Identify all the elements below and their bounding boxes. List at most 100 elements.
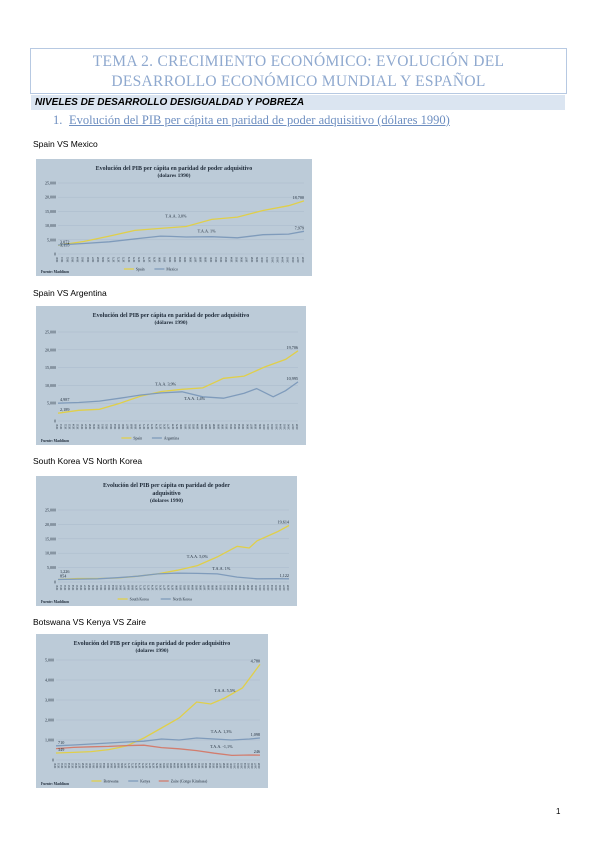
x-tick-label: 1960 (96, 584, 99, 590)
x-tick-label: 1966 (120, 584, 123, 590)
series-line-1 (55, 737, 261, 747)
legend-label: Argentina (164, 437, 179, 441)
x-tick-label: 1963 (100, 762, 103, 768)
x-tick-label: 1985 (201, 423, 204, 429)
legend-label: Botswana (103, 780, 118, 784)
x-tick-label: 1978 (152, 762, 155, 768)
x-tick-label: 1952 (61, 762, 64, 768)
x-tick-label: 2005 (275, 584, 278, 590)
x-tick-label: 1962 (66, 256, 69, 262)
x-tick-label: 2003 (276, 256, 279, 262)
x-tick-label: 1966 (122, 423, 125, 429)
x-tick-label: 1993 (205, 762, 208, 768)
x-tick-label: 1973 (151, 423, 154, 429)
x-tick-label: 1995 (235, 584, 238, 590)
x-tick-label: 1979 (153, 256, 156, 262)
x-tick-label: 1981 (164, 256, 167, 262)
x-tick-label: 1974 (138, 762, 141, 768)
x-tick-label: 1982 (188, 423, 191, 429)
x-tick-label: 2001 (233, 762, 236, 768)
x-tick-label: 1971 (140, 584, 143, 590)
x-tick-label: 1951 (58, 762, 61, 768)
x-tick-label: 2001 (259, 584, 262, 590)
x-tick-label: 1990 (195, 762, 198, 768)
data-label: 19,614 (277, 520, 289, 526)
series-line-0 (57, 350, 299, 414)
x-tick-label: 1995 (235, 256, 238, 262)
series-line-1 (57, 572, 290, 581)
series-line-2 (55, 744, 261, 757)
x-tick-label: 1999 (256, 256, 259, 262)
x-tick-label: 1998 (255, 423, 258, 429)
x-tick-label: 1976 (160, 584, 163, 590)
data-label: 4,987 (60, 397, 69, 403)
x-tick-label: 1964 (103, 762, 106, 768)
x-tick-label: 1972 (118, 256, 121, 262)
chart-subtitle: (dolares 1990) (157, 172, 190, 179)
y-tick-label: 25,000 (45, 508, 56, 514)
x-tick-label: 1979 (176, 423, 179, 429)
x-tick-label: 1983 (174, 256, 177, 262)
x-tick-label: 1950 (54, 762, 57, 768)
x-tick-label: 1956 (80, 584, 83, 590)
chart-background (36, 306, 306, 445)
x-tick-label: 1984 (179, 256, 182, 262)
x-tick-label: 1958 (82, 762, 85, 768)
y-tick-label: 5,000 (47, 401, 56, 407)
y-tick-label: 5,000 (47, 237, 56, 243)
item-number: 1. (53, 113, 63, 127)
y-tick-label: 3,000 (45, 698, 54, 704)
x-tick-label: 1960 (97, 423, 100, 429)
y-tick-label: 2,000 (45, 718, 54, 724)
x-tick-label: 1985 (184, 256, 187, 262)
x-tick-label: 1954 (73, 423, 76, 429)
x-tick-label: 2001 (266, 256, 269, 262)
chart-2-svg: Evolución del PIB per cápita en paridad … (36, 306, 306, 445)
data-label: T.A.A. 3,9% (155, 382, 177, 388)
chart-1-svg: Evolución del PIB per cápita en paridad … (36, 159, 312, 276)
series-line-0 (57, 200, 305, 246)
x-tick-label: 1970 (136, 584, 139, 590)
y-tick-label: 10,000 (45, 223, 56, 229)
x-tick-label: 1964 (112, 584, 115, 590)
data-label: 1,122 (280, 573, 289, 579)
x-tick-label: 1953 (68, 423, 71, 429)
x-tick-label: 1996 (239, 584, 242, 590)
x-tick-label: 1982 (183, 584, 186, 590)
x-tick-label: 2004 (244, 762, 247, 768)
x-tick-label: 1975 (159, 423, 162, 429)
x-tick-label: 2006 (251, 762, 254, 768)
x-tick-label: 1959 (92, 584, 95, 590)
x-tick-label: 2001 (267, 423, 270, 429)
x-tick-label: 1961 (61, 256, 64, 262)
x-tick-label: 1991 (215, 256, 218, 262)
x-tick-label: 1992 (220, 256, 223, 262)
x-tick-label: 1980 (175, 584, 178, 590)
x-tick-label: 2006 (279, 584, 282, 590)
y-tick-label: 10,000 (45, 383, 56, 389)
x-tick-label: 1971 (112, 256, 115, 262)
x-tick-label: 1955 (76, 584, 79, 590)
x-tick-label: 1981 (184, 423, 187, 429)
x-tick-label: 1990 (210, 256, 213, 262)
x-tick-label: 1972 (144, 584, 147, 590)
x-tick-label: 1995 (242, 423, 245, 429)
x-tick-label: 1967 (114, 762, 117, 768)
chart-source: Fuente: Maddison (41, 439, 69, 443)
chart-subtitle: (dólares 1990) (154, 319, 187, 326)
chart-4: Evolución del PIB per cápita en paridad … (36, 634, 268, 788)
legend-label: South Korea (130, 598, 149, 602)
data-label: 710 (58, 740, 64, 745)
x-tick-label: 1971 (128, 762, 131, 768)
x-tick-label: 1991 (198, 762, 201, 768)
x-tick-label: 1950 (56, 423, 59, 429)
x-tick-label: 2004 (271, 584, 274, 590)
legend-label: North Korea (173, 598, 192, 602)
x-tick-label: 1962 (96, 762, 99, 768)
x-tick-label: 1967 (126, 423, 129, 429)
x-tick-label: 1993 (227, 584, 230, 590)
x-tick-label: 1994 (209, 762, 212, 768)
x-tick-label: 1979 (156, 762, 159, 768)
x-tick-label: 1986 (189, 256, 192, 262)
x-tick-label: 1993 (225, 256, 228, 262)
